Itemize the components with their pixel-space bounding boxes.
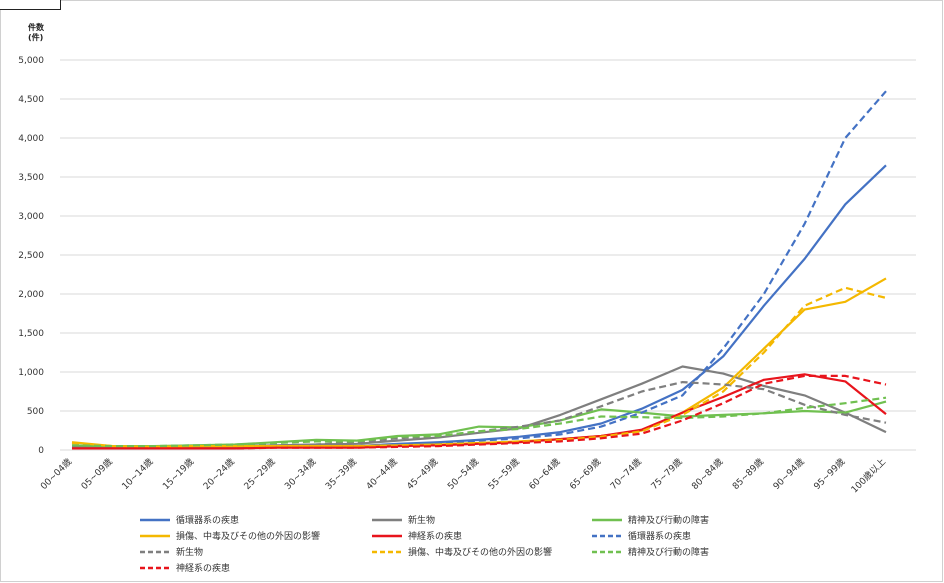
y-tick-label: 4,500 xyxy=(18,95,44,105)
legend-label: 損傷、中毒及びその他の外因の影響 xyxy=(176,530,320,542)
x-tick-label: 30~34歳 xyxy=(282,456,318,492)
x-tick-label: 80~84歳 xyxy=(689,456,725,492)
x-tick-label: 05~09歳 xyxy=(78,456,114,492)
x-tick-label: 55~59歳 xyxy=(485,456,521,492)
x-tick-label: 15~19歳 xyxy=(160,456,196,492)
x-tick-label: 20~24歳 xyxy=(201,456,237,492)
x-tick-label: 70~74歳 xyxy=(608,456,644,492)
x-tick-label: 85~89歳 xyxy=(730,456,766,492)
legend-label: 精神及び行動の障害 xyxy=(628,546,709,558)
series-line xyxy=(71,286,887,448)
x-tick-label: 65~69歳 xyxy=(567,456,603,492)
legend-label: 循環器系の疾患 xyxy=(628,530,691,542)
y-tick-label: 1,500 xyxy=(18,329,44,339)
unit-label-line2: (件) xyxy=(28,33,44,42)
y-tick-label: 4,000 xyxy=(18,134,44,144)
corner-box xyxy=(0,0,61,10)
x-tick-label: 60~64歳 xyxy=(526,456,562,492)
series-line xyxy=(71,381,887,449)
y-tick-label: 2,500 xyxy=(18,251,44,261)
legend-label: 精神及び行動の障害 xyxy=(628,514,709,526)
y-tick-label: 2,000 xyxy=(18,290,44,300)
x-tick-label: 45~49歳 xyxy=(404,456,440,492)
series-line xyxy=(72,374,887,450)
series-line xyxy=(71,164,887,450)
x-tick-label: 90~94歳 xyxy=(770,456,806,492)
x-tick-label: 100歳以上 xyxy=(848,456,888,496)
y-tick-label: 1,000 xyxy=(18,368,44,378)
series-line xyxy=(71,365,887,449)
y-tick-label: 3,000 xyxy=(18,212,44,222)
x-tick-label: 25~29歳 xyxy=(241,456,277,492)
x-tick-label: 10~14歳 xyxy=(119,456,155,492)
legend-label: 損傷、中毒及びその他の外因の影響 xyxy=(408,546,552,558)
x-tick-label: 75~79歳 xyxy=(648,456,684,492)
legend-label: 新生物 xyxy=(408,514,435,526)
y-tick-label: 5,000 xyxy=(18,56,44,66)
x-tick-label: 00~04歳 xyxy=(38,456,74,492)
x-tick-label: 35~39歳 xyxy=(323,456,359,492)
legend-label: 新生物 xyxy=(176,546,203,558)
legend-label: 神経系の疾患 xyxy=(408,530,462,542)
x-tick-label: 95~99歳 xyxy=(811,456,847,492)
x-tick-label: 40~44歳 xyxy=(363,456,399,492)
legend-label: 循環器系の疾患 xyxy=(176,514,239,526)
unit-label-line1: 件数 xyxy=(28,23,44,32)
series-line xyxy=(71,396,887,448)
y-tick-label: 0 xyxy=(38,446,44,456)
y-tick-label: 3,500 xyxy=(18,173,44,183)
legend-label: 神経系の疾患 xyxy=(176,562,230,574)
series-line xyxy=(71,90,887,450)
y-tick-label: 500 xyxy=(27,407,44,417)
series-line xyxy=(71,277,887,448)
x-tick-label: 50~54歳 xyxy=(445,456,481,492)
